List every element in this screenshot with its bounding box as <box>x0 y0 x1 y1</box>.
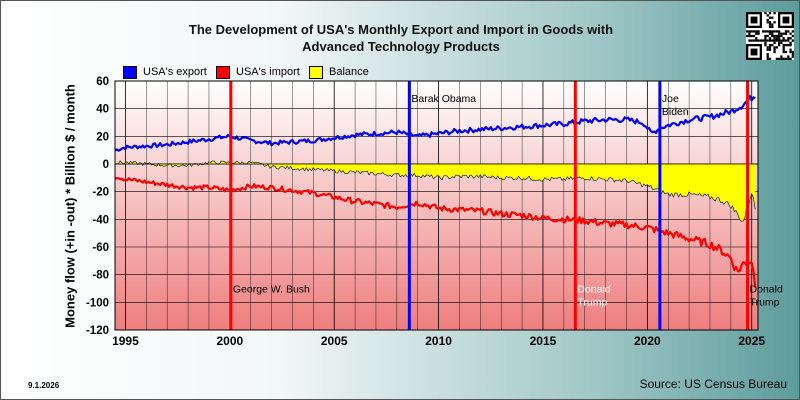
term-marker-label: Barak Obama <box>411 93 476 105</box>
legend-swatch-export <box>123 66 137 79</box>
x-tick-label: 2010 <box>425 334 452 348</box>
import-line <box>114 176 757 288</box>
x-tick-label: 2005 <box>321 334 348 348</box>
y-tick-label: 60 <box>96 76 109 88</box>
y-tick-label: -60 <box>92 242 109 254</box>
plot-border <box>114 80 759 331</box>
y-tick-label: 20 <box>96 131 109 143</box>
chart-title: The Development of USA's Monthly Export … <box>101 21 701 55</box>
x-tick-label: 2015 <box>530 334 557 348</box>
y-tick-label: 40 <box>96 104 109 116</box>
legend-swatch-balance <box>309 66 323 79</box>
term-marker-label: Donald Trump <box>750 284 783 309</box>
legend-label-export: USA's export <box>143 66 207 78</box>
x-tick-label: 2000 <box>216 334 243 348</box>
legend-label-import: USA's import <box>236 66 300 78</box>
y-tick-label: -20 <box>92 187 109 199</box>
y-tick-label: -120 <box>86 325 109 337</box>
term-marker-label: Donald Trump <box>577 284 610 309</box>
term-marker-label: George W. Bush <box>233 284 310 296</box>
balance-area <box>115 160 756 222</box>
export-line <box>114 95 756 152</box>
chart-title-line-2: Advanced Technology Products <box>302 39 500 54</box>
y-tick-label: -100 <box>86 297 109 309</box>
chart-title-line-1: The Development of USA's Monthly Export … <box>188 22 614 37</box>
term-marker-label: Joe Biden <box>662 93 689 118</box>
date-stamp: 9.1.2026 <box>28 381 60 390</box>
x-tick-label: 1995 <box>112 334 139 348</box>
legend-label-balance: Balance <box>329 66 369 78</box>
qr-code-icon <box>746 12 794 60</box>
y-tick-label: -40 <box>92 214 109 226</box>
x-tick-label: 2020 <box>634 334 661 348</box>
source-note: Source: US Census Bureau <box>639 377 787 391</box>
y-tick-label: -80 <box>92 270 109 282</box>
balance-line <box>114 160 756 222</box>
y-tick-label: 0 <box>103 159 109 171</box>
x-tick-label: 2025 <box>738 334 765 348</box>
legend-swatch-import <box>216 66 230 79</box>
